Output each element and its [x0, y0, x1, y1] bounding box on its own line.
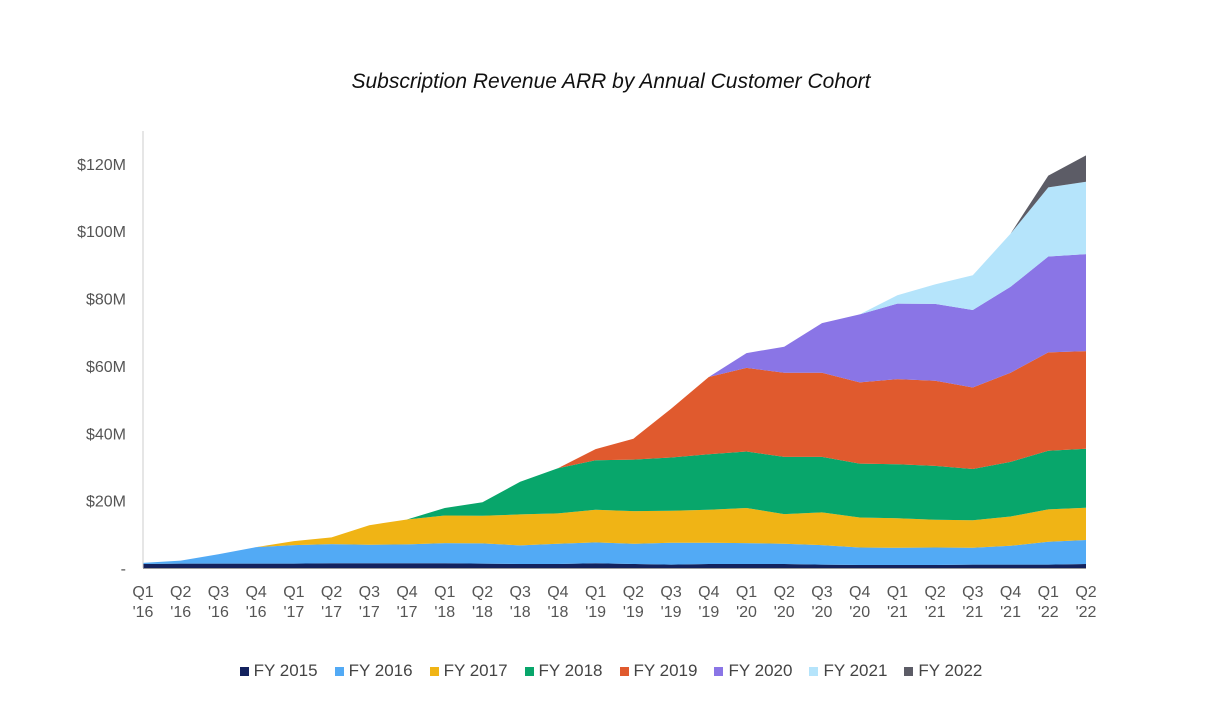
legend-label: FY 2021	[823, 661, 888, 680]
x-tick-label: Q2'17	[321, 584, 342, 621]
x-tick-label: Q2'21	[924, 584, 945, 621]
legend-item-fy-2016: FY 2016	[334, 661, 413, 681]
legend-label: FY 2015	[253, 661, 318, 680]
legend-swatch	[809, 666, 819, 676]
x-tick-label: Q1'16	[132, 584, 153, 621]
legend-swatch	[524, 666, 534, 676]
y-tick-label: $20M	[86, 494, 126, 511]
legend-item-fy-2015: FY 2015	[239, 661, 318, 681]
legend-item-fy-2017: FY 2017	[429, 661, 508, 681]
legend-item-fy-2018: FY 2018	[524, 661, 603, 681]
y-tick-label: $60M	[86, 359, 126, 376]
x-tick-label: Q1'22	[1038, 584, 1059, 621]
x-tick-label: Q3'16	[208, 584, 229, 621]
y-tick-label: $80M	[86, 292, 126, 309]
legend-item-fy-2022: FY 2022	[904, 661, 982, 681]
legend-label: FY 2018	[538, 661, 603, 680]
x-tick-label: Q1'17	[283, 584, 304, 621]
x-tick-label: Q3'18	[510, 584, 531, 621]
x-tick-label: Q2'16	[170, 584, 191, 621]
legend-label: FY 2019	[633, 661, 698, 680]
x-tick-label: Q2'19	[623, 584, 644, 621]
y-tick-label: -	[121, 561, 126, 578]
x-tick-label: Q4'18	[547, 584, 568, 621]
area-fy-2019	[143, 351, 1086, 563]
legend-swatch	[239, 666, 249, 676]
x-tick-label: Q1'21	[887, 584, 908, 621]
x-tick-label: Q3'17	[359, 584, 380, 621]
x-tick-label: Q1'20	[736, 584, 757, 621]
x-tick-label: Q1'18	[434, 584, 455, 621]
x-tick-label: Q1'19	[585, 584, 606, 621]
y-axis-ticks: - $20M $40M $60M $80M $100M $120M	[77, 157, 126, 578]
y-tick-label: $120M	[77, 157, 126, 174]
x-tick-label: Q2'22	[1075, 584, 1096, 621]
area-fy-2020	[143, 254, 1086, 563]
chart-title: Subscription Revenue ARR by Annual Custo…	[351, 70, 871, 93]
y-tick-label: $100M	[77, 224, 126, 241]
x-tick-label: Q3'21	[962, 584, 983, 621]
x-tick-label: Q2'18	[472, 584, 493, 621]
legend-label: FY 2017	[443, 661, 508, 680]
legend-label: FY 2016	[348, 661, 413, 680]
x-tick-label: Q4'17	[396, 584, 417, 621]
x-tick-label: Q4'21	[1000, 584, 1021, 621]
x-tick-label: Q3'19	[660, 584, 681, 621]
area-fy-2017	[143, 507, 1086, 563]
legend-swatch	[334, 666, 344, 676]
legend-swatch	[429, 666, 439, 676]
area-fy-2018	[143, 448, 1086, 563]
x-tick-label: Q4'16	[245, 584, 266, 621]
series-areas	[143, 155, 1086, 568]
legend-item-fy-2019: FY 2019	[619, 661, 698, 681]
area-fy-2016	[143, 540, 1086, 565]
legend-label: FY 2020	[728, 661, 793, 680]
area-fy-2015	[143, 563, 1086, 568]
x-tick-label: Q2'20	[774, 584, 795, 621]
y-tick-label: $40M	[86, 426, 126, 443]
legend-swatch	[904, 666, 914, 676]
legend-swatch	[714, 666, 724, 676]
legend-swatch	[619, 666, 629, 676]
legend-item-fy-2020: FY 2020	[714, 661, 792, 681]
x-tick-label: Q4'20	[849, 584, 870, 621]
legend: FY 2015 FY 2016 FY 2017 FY 2018 FY 2019 FY 20…	[0, 661, 1222, 681]
legend-label: FY 2022	[918, 661, 983, 680]
x-tick-label: Q4'19	[698, 584, 719, 621]
x-tick-label: Q3'20	[811, 584, 832, 621]
x-axis-ticks: Q1'16 Q2'16 Q3'16 Q4'16 Q1'17 Q2'17 Q3'17 Q4'17…	[132, 584, 1096, 621]
legend-item-fy-2021: FY 2021	[809, 661, 887, 681]
